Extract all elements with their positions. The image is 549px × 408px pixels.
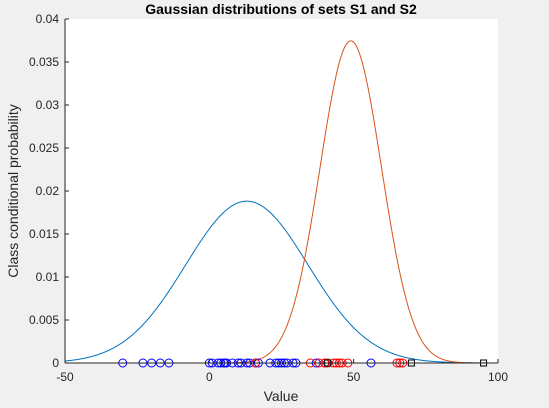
x-tick-label-1: -50 xyxy=(56,370,74,384)
y-tick-label-2: 0.005 xyxy=(29,313,59,327)
x-axis-label: Value xyxy=(264,388,299,404)
y-tick-label-3: 0.01 xyxy=(36,270,60,284)
chart-title: Gaussian distributions of sets S1 and S2 xyxy=(145,1,417,17)
y-tick-label-9: 0.04 xyxy=(36,12,60,26)
y-tick-label-7: 0.03 xyxy=(36,98,60,112)
y-axis-label: Class conditional probability xyxy=(5,104,21,278)
x-tick-label-2: 0 xyxy=(206,370,213,384)
y-tick-label-4: 0.015 xyxy=(29,227,59,241)
x-tick-label-4: 100 xyxy=(488,370,508,384)
plot-area xyxy=(65,19,498,363)
x-tick-label-3: 50 xyxy=(347,370,361,384)
y-tick-label-5: 0.02 xyxy=(36,184,60,198)
y-tick-label-1: 0 xyxy=(52,356,59,370)
y-tick-label-8: 0.035 xyxy=(29,55,59,69)
y-tick-label-6: 0.025 xyxy=(29,141,59,155)
